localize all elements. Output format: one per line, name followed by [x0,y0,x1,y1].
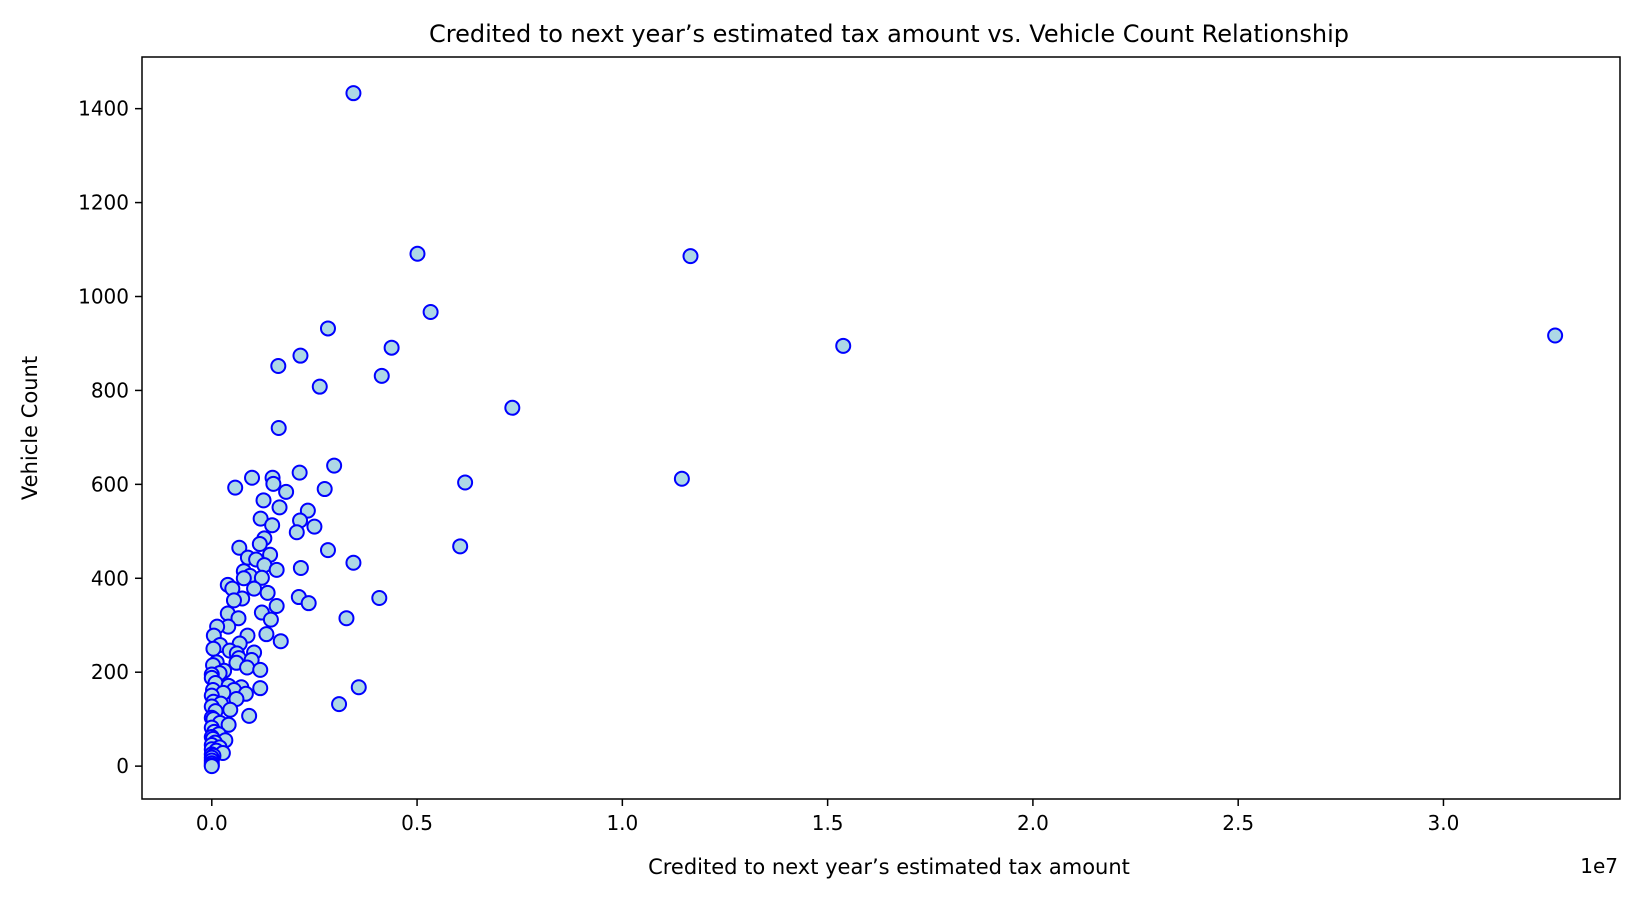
data-point-56 [300,595,317,612]
data-point-102 [331,696,348,713]
data-point-68 [272,633,289,650]
data-point-61 [230,610,247,627]
data-point-30 [306,518,323,535]
data-point-67 [258,626,275,643]
x-tick-label: 1.5 [812,811,844,835]
data-point-20 [265,475,282,492]
data-point-51 [259,584,276,601]
y-tick-label: 400 [91,566,129,590]
data-point-23 [278,483,295,500]
data-point-33 [251,536,268,552]
data-point-16 [244,469,261,486]
data-point-5 [1547,327,1564,344]
data-point-29 [264,517,281,534]
points-layer [203,85,1564,775]
data-point-7 [383,339,400,356]
data-point-107 [220,716,237,733]
data-point-36 [319,542,336,559]
x-tick-label: 3.0 [1428,811,1460,835]
data-point-1 [409,245,426,262]
y-tick-label: 800 [91,378,129,402]
data-point-19 [457,474,474,491]
data-point-10 [373,367,390,384]
data-point-81 [252,661,269,678]
data-point-2 [682,248,699,265]
data-point-101 [350,679,367,696]
data-point-126 [203,758,220,775]
data-point-60 [338,610,355,627]
data-point-11 [311,378,328,395]
y-tick-label: 600 [91,472,129,496]
data-point-18 [673,470,690,487]
x-axis-label: Credited to next year’s estimated tax am… [648,855,1130,879]
data-point-71 [205,640,222,657]
data-point-80 [239,659,256,676]
data-point-6 [835,337,852,354]
chart-title: Credited to next year’s estimated tax am… [429,20,1349,48]
data-point-62 [262,611,279,628]
data-point-46 [235,570,252,587]
data-point-25 [271,499,288,516]
data-point-8 [292,347,309,364]
data-point-34 [452,538,469,555]
data-point-21 [227,479,244,496]
y-axis-ticks: 0 200 400 600 800 1000 1200 1400 [78,97,142,778]
x-tick-label: 2.5 [1222,811,1254,835]
x-axis-offset-label: 1e7 [1580,854,1618,878]
data-point-55 [371,590,388,606]
data-point-89 [252,680,269,697]
data-point-44 [268,561,285,578]
data-point-24 [255,492,272,509]
data-point-13 [270,420,287,436]
data-point-15 [291,464,308,481]
data-point-14 [326,457,343,474]
data-point-31 [288,524,305,541]
y-tick-label: 1000 [78,285,129,309]
y-axis-label: Vehicle Count [18,356,42,500]
y-tick-label: 1200 [78,191,129,215]
data-point-9 [270,358,287,375]
x-tick-label: 0.0 [196,811,228,835]
x-tick-label: 2.0 [1017,811,1049,835]
data-point-40 [345,554,362,571]
data-point-22 [316,481,333,498]
data-point-35 [231,539,248,556]
data-point-57 [268,597,285,614]
data-point-42 [292,559,309,576]
data-point-0 [345,85,362,102]
plot-frame [141,56,1621,800]
x-tick-label: 1.0 [606,811,638,835]
data-point-4 [319,320,336,337]
data-point-103 [241,707,258,724]
x-axis-ticks: 0.0 0.5 1.0 1.5 2.0 2.5 3.0 [196,799,1459,835]
y-tick-label: 0 [116,754,129,778]
data-point-50 [246,580,263,597]
data-point-3 [422,304,439,320]
data-point-99 [222,701,239,718]
data-point-12 [504,399,521,416]
x-tick-label: 0.5 [401,811,433,835]
data-point-47 [253,569,270,586]
y-tick-label: 200 [91,660,129,684]
data-point-53 [225,592,242,609]
y-tick-label: 1400 [78,97,129,121]
